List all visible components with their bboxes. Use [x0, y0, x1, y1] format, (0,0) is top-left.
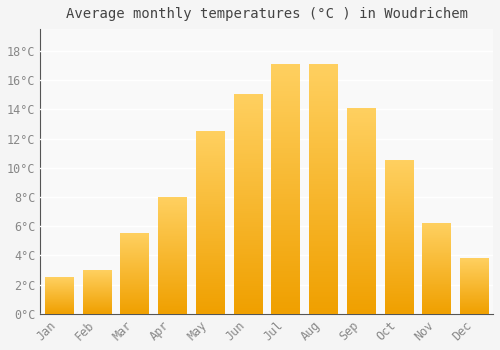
Title: Average monthly temperatures (°C ) in Woudrichem: Average monthly temperatures (°C ) in Wo… — [66, 7, 468, 21]
